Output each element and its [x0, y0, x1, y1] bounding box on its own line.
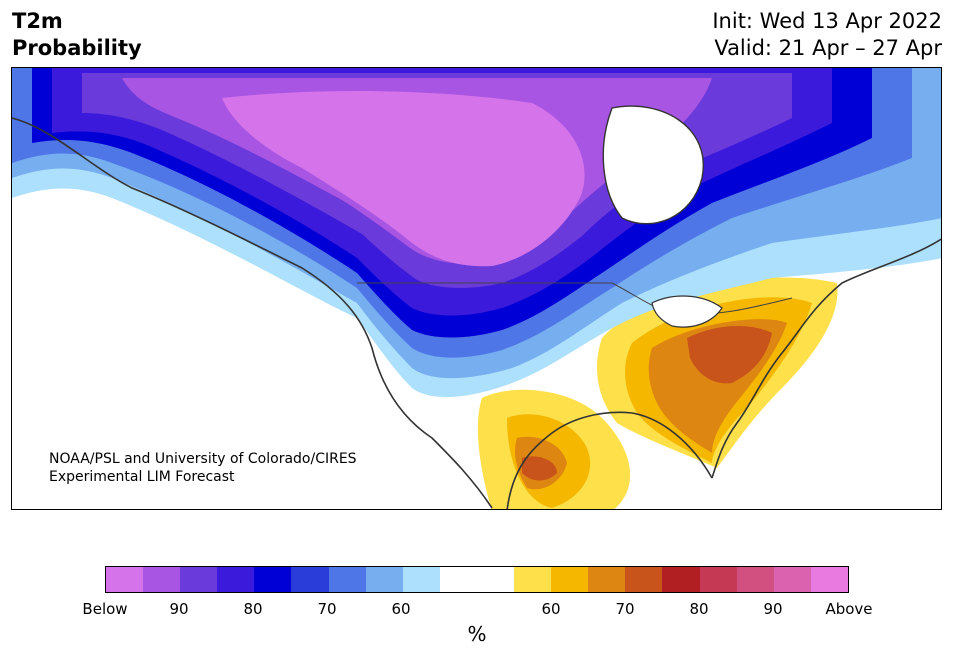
colorbar-segment: [662, 567, 700, 592]
map-panel: [11, 67, 942, 510]
colorbar-segment: [476, 567, 515, 592]
map-title: T2m Probability: [12, 8, 142, 62]
probability-map: [12, 68, 941, 509]
date-info: Init: Wed 13 Apr 2022 Valid: 21 Apr – 27…: [712, 8, 942, 62]
colorbar-segment: [254, 567, 292, 592]
product-label: Probability: [12, 36, 142, 60]
init-date: Init: Wed 13 Apr 2022: [712, 9, 942, 33]
colorbar-tick-label: 60: [391, 600, 411, 618]
credit-line-1: NOAA/PSL and University of Colorado/CIRE…: [49, 451, 357, 467]
colorbar-tick-label: 90: [169, 600, 189, 618]
colorbar-segment: [365, 567, 403, 592]
colorbar-segment: [143, 567, 181, 592]
colorbar-segment: [106, 567, 144, 592]
colorbar-tick-label: 70: [317, 600, 337, 618]
colorbar-tick-label: 80: [243, 600, 263, 618]
colorbar-segment: [180, 567, 218, 592]
colorbar-tick-label: 70: [615, 600, 635, 618]
colorbar-tick-label: 60: [541, 600, 561, 618]
great-lakes: [651, 295, 723, 328]
credit-text: NOAA/PSL and University of Colorado/CIRE…: [49, 450, 357, 486]
colorbar-tick-label: Above: [825, 600, 873, 618]
variable-label: T2m: [12, 9, 63, 33]
west-coastline: [12, 117, 493, 509]
east-coastline: [711, 238, 941, 479]
colorbar-unit: %: [467, 622, 487, 646]
region-canada-core: [222, 91, 585, 267]
colorbar: [105, 566, 849, 593]
gulf-coastline: [506, 411, 713, 509]
colorbar-segment: [217, 567, 255, 592]
colorbar-segment: [699, 567, 737, 592]
colorbar-tick-label: Below: [82, 600, 128, 618]
hudson-bay: [602, 105, 704, 225]
colorbar-segment: [625, 567, 663, 592]
colorbar-segment: [328, 567, 366, 592]
colorbar-tick-label: 80: [689, 600, 709, 618]
region-mid-atlantic-core: [687, 326, 772, 384]
colorbar-segment: [402, 567, 440, 592]
credit-line-2: Experimental LIM Forecast: [49, 469, 235, 485]
colorbar-segment: [551, 567, 589, 592]
colorbar-segment: [514, 567, 552, 592]
colorbar-segment: [588, 567, 626, 592]
colorbar-segment: [773, 567, 811, 592]
colorbar-tick-label: 90: [763, 600, 783, 618]
colorbar-segment: [736, 567, 774, 592]
colorbar-segment: [439, 567, 477, 592]
region-mexico-core: [522, 456, 557, 481]
colorbar-segment: [810, 567, 848, 592]
colorbar-segment: [291, 567, 329, 592]
valid-range: Valid: 21 Apr – 27 Apr: [714, 36, 942, 60]
